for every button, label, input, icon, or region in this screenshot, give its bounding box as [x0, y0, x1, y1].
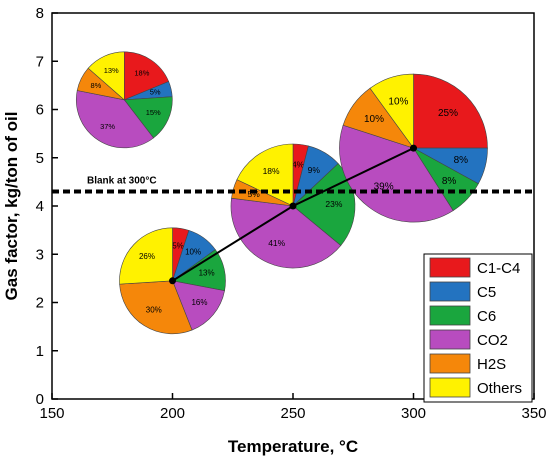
legend-swatch: [429, 257, 471, 278]
pie-slice-label: 41%: [268, 238, 285, 248]
y-tick-label: 4: [36, 198, 44, 215]
pie-chart-0: 18% 5% 15% 37% 8%13%: [76, 51, 173, 149]
pie-slice-c1-c4: [413, 73, 488, 149]
x-tick-label: 250: [280, 405, 305, 422]
y-tick-label: 0: [36, 391, 44, 408]
legend-label: C1-C4: [477, 260, 520, 277]
pie-slice-label: 25%: [438, 108, 458, 119]
pie-slice-label: 18%: [263, 166, 280, 176]
pie-slice-label: 15%: [146, 108, 161, 117]
x-tick-label: 150: [39, 405, 64, 422]
x-tick-label: 200: [160, 405, 185, 422]
pie-slice-label: 16%: [191, 298, 207, 307]
reference-line-group: Blank at 300°C: [52, 176, 534, 194]
legend: C1-C4 C5 C6 CO2 H2S Others: [423, 253, 533, 403]
pie-slice-label: 8%: [454, 155, 469, 166]
pie-slice-label: 23%: [325, 199, 342, 209]
legend-swatch: [429, 281, 471, 302]
y-tick-label: 8: [36, 5, 44, 22]
y-tick-label: 2: [36, 295, 44, 312]
legend-label: CO2: [477, 332, 508, 349]
pie-slice-label: 26%: [139, 252, 155, 261]
data-point: [289, 202, 297, 210]
pie-slice-label: 4%: [292, 160, 305, 170]
pie-slice-co2: [172, 280, 225, 331]
reference-line-label: Blank at 300°C: [87, 176, 157, 187]
data-point: [169, 277, 176, 285]
pie-slice-label: 37%: [100, 122, 115, 131]
axes: 150 200 250 300 350 0 1 2 3 4 5 6 7 8 Temperature, °C G…: [2, 5, 547, 456]
legend-label: H2S: [477, 356, 506, 373]
pie-slice-label: 9%: [308, 165, 321, 175]
data-series: [169, 144, 417, 285]
pie-slice-label: 30%: [146, 305, 162, 314]
legend-swatch: [429, 305, 471, 326]
y-axis-title: Gas factor, kg/ton of oil: [2, 112, 21, 301]
legend-label: Others: [477, 380, 522, 397]
legend-label: C5: [477, 284, 496, 301]
pie-slice-others: [369, 73, 414, 150]
pie-slice-c1-c4: [124, 51, 170, 101]
pie-slice-label: 8%: [442, 176, 457, 187]
pie-slice-label: 5%: [248, 189, 261, 199]
pie-slice-co2: [230, 197, 342, 269]
pie-slice-label: 13%: [104, 66, 119, 75]
pie-slice-co2: [76, 90, 154, 149]
x-axis-title: Temperature, °C: [228, 437, 358, 456]
pie-slice-label: 13%: [199, 268, 215, 277]
pie-slice-label: 39%: [374, 181, 394, 192]
pie-slice-label: 5%: [150, 88, 161, 97]
y-tick-label: 7: [36, 53, 44, 70]
pie-slice-h2s: [119, 280, 193, 335]
y-tick-label: 3: [36, 246, 44, 263]
pie-slice-label: 10%: [388, 96, 408, 107]
legend-label: C6: [477, 308, 496, 325]
pie-chart-3: 25% 8% 8% 39% 10% 10%: [339, 73, 488, 223]
pie-slice-label: 18%: [134, 68, 149, 77]
pie-slice-label: 5%: [172, 241, 184, 250]
legend-box: [423, 253, 533, 403]
pie-slice-c6: [123, 96, 173, 139]
pie-slice-others: [119, 227, 173, 285]
pie-slice-others: [87, 51, 125, 101]
legend-swatch: [429, 377, 471, 398]
legend-swatch: [429, 353, 471, 374]
pie-chart-1: 5%10% 13% 16% 30% 26%: [119, 227, 226, 335]
pie-slice-label: 8%: [90, 81, 101, 90]
pie-slice-label: 10%: [185, 248, 201, 257]
legend-swatch: [429, 329, 471, 350]
y-tick-label: 1: [36, 343, 44, 360]
data-point: [410, 144, 417, 152]
x-tick-label: 350: [521, 405, 546, 422]
pie-slice-label: 10%: [364, 114, 384, 125]
pie-slice-co2: [339, 124, 454, 223]
y-tick-label: 5: [36, 150, 44, 167]
y-tick-label: 6: [36, 102, 44, 119]
x-tick-label: 300: [401, 405, 426, 422]
